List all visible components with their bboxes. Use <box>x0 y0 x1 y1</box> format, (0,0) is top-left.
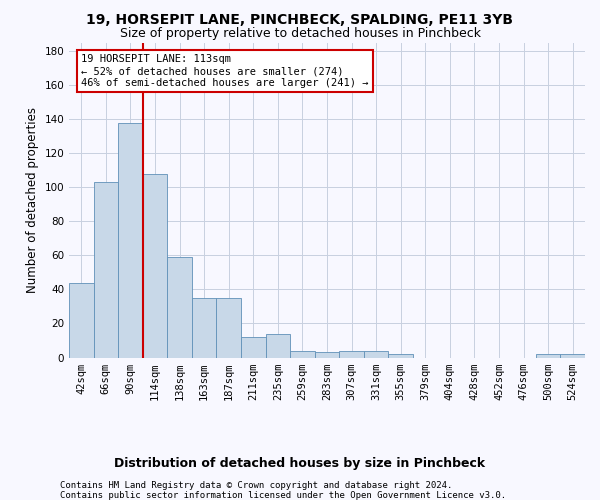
Bar <box>315 352 339 358</box>
Bar <box>364 350 388 358</box>
Bar <box>388 354 413 358</box>
Bar <box>217 298 241 358</box>
Bar <box>167 257 192 358</box>
Text: Contains public sector information licensed under the Open Government Licence v3: Contains public sector information licen… <box>60 491 506 500</box>
Text: 19 HORSEPIT LANE: 113sqm
← 52% of detached houses are smaller (274)
46% of semi-: 19 HORSEPIT LANE: 113sqm ← 52% of detach… <box>81 54 369 88</box>
Text: Size of property relative to detached houses in Pinchbeck: Size of property relative to detached ho… <box>119 28 481 40</box>
Text: 19, HORSEPIT LANE, PINCHBECK, SPALDING, PE11 3YB: 19, HORSEPIT LANE, PINCHBECK, SPALDING, … <box>86 12 514 26</box>
Bar <box>290 350 315 358</box>
Bar <box>118 122 143 358</box>
Bar <box>266 334 290 357</box>
Bar <box>241 337 266 357</box>
Bar <box>69 282 94 358</box>
Bar <box>94 182 118 358</box>
Bar <box>536 354 560 358</box>
Text: Contains HM Land Registry data © Crown copyright and database right 2024.: Contains HM Land Registry data © Crown c… <box>60 481 452 490</box>
Bar <box>192 298 217 358</box>
Y-axis label: Number of detached properties: Number of detached properties <box>26 107 39 293</box>
Bar <box>339 350 364 358</box>
Bar <box>560 354 585 358</box>
Text: Distribution of detached houses by size in Pinchbeck: Distribution of detached houses by size … <box>115 458 485 470</box>
Bar <box>143 174 167 358</box>
